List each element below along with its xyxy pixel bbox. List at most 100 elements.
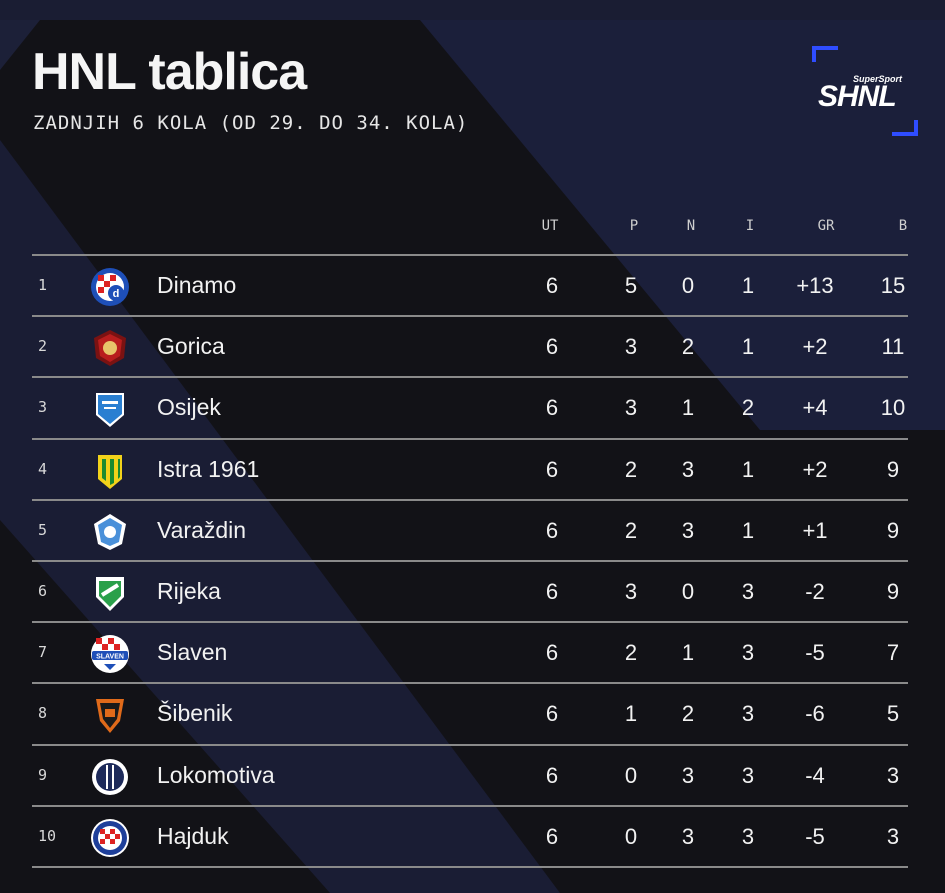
team-name: Slaven xyxy=(157,639,228,666)
table-divider xyxy=(32,376,908,379)
cell-p: 0 xyxy=(624,823,638,849)
column-header-n: N xyxy=(686,218,696,234)
cell-n: 0 xyxy=(681,579,695,604)
cell-i: 3 xyxy=(741,823,755,849)
cell-i: 1 xyxy=(741,456,755,482)
row-position: 7 xyxy=(38,643,48,662)
row-position: 8 xyxy=(38,704,48,723)
column-header-ut: UT xyxy=(541,218,559,234)
cell-gr: +1 xyxy=(802,517,828,543)
table-divider xyxy=(32,866,908,868)
lokomotiva-crest-icon xyxy=(90,757,130,797)
table-row: 7 SLAVEN Slaven 6 2 1 3 -5 7 xyxy=(0,622,945,683)
logo-bracket-bottom-right xyxy=(892,120,918,136)
cell-gr: -5 xyxy=(805,823,825,849)
cell-ut: 6 xyxy=(545,640,559,666)
cell-i: 3 xyxy=(741,579,755,604)
cell-i: 3 xyxy=(741,640,755,666)
cell-ut: 6 xyxy=(545,334,559,360)
gorica-crest-icon xyxy=(90,328,130,368)
istra-crest-icon xyxy=(90,451,130,491)
cell-b: 9 xyxy=(886,517,900,543)
column-header-i: I xyxy=(745,218,755,234)
logo-small-text: SuperSport xyxy=(852,74,902,84)
cell-i: 2 xyxy=(741,395,755,421)
table-divider xyxy=(32,498,908,501)
logo-bracket-top-left xyxy=(812,46,838,62)
cell-gr: +2 xyxy=(802,456,828,482)
table-divider xyxy=(32,437,908,440)
cell-n: 1 xyxy=(681,640,695,666)
cell-b: 9 xyxy=(886,456,900,482)
cell-ut: 6 xyxy=(545,395,559,421)
team-name: Rijeka xyxy=(157,578,221,604)
team-name: Osijek xyxy=(157,394,221,421)
sibenik-crest-icon xyxy=(90,695,130,735)
team-name: Hajduk xyxy=(157,822,229,849)
cell-ut: 6 xyxy=(545,517,559,543)
cell-n: 3 xyxy=(681,517,695,543)
cell-i: 1 xyxy=(741,517,755,543)
cell-i: 1 xyxy=(741,334,755,360)
cell-ut: 6 xyxy=(545,456,559,482)
table-row: 5 Varaždin 6 2 3 1 +1 9 xyxy=(0,500,945,561)
row-position: 2 xyxy=(38,337,48,356)
crest-label: SLAVEN xyxy=(96,654,124,661)
table-divider xyxy=(32,743,908,746)
row-position: 5 xyxy=(38,520,48,539)
cell-n: 3 xyxy=(681,823,695,849)
cell-gr: -5 xyxy=(805,640,825,666)
cell-p: 0 xyxy=(624,762,638,788)
logo-main-text: SHNL xyxy=(818,80,897,113)
hajduk-crest-icon xyxy=(90,818,130,858)
cell-ut: 6 xyxy=(545,823,559,849)
table-divider xyxy=(32,560,908,562)
table-row: 3 Osijek 6 3 1 2 +4 10 xyxy=(0,377,945,438)
cell-i: 1 xyxy=(741,273,755,298)
cell-ut: 6 xyxy=(545,701,559,727)
cell-p: 2 xyxy=(624,517,638,543)
cell-gr: -2 xyxy=(805,579,825,604)
column-header-b: B xyxy=(898,218,908,234)
table-row: 1 d Dinamo 6 5 0 1 +13 15 xyxy=(0,255,945,316)
cell-p: 3 xyxy=(624,395,638,421)
table-row: 4 Istra 1961 6 2 3 1 +2 9 xyxy=(0,439,945,500)
cell-ut: 6 xyxy=(545,579,559,604)
table-divider xyxy=(32,804,908,807)
cell-gr: -6 xyxy=(805,701,825,727)
team-name: Dinamo xyxy=(157,272,237,298)
row-position: 9 xyxy=(38,765,48,784)
cell-ut: 6 xyxy=(545,762,559,788)
column-header-gr: GR xyxy=(817,218,835,234)
team-name: Šibenik xyxy=(157,700,233,727)
cell-p: 2 xyxy=(624,456,638,482)
table-row: 9 Lokomotiva 6 0 3 3 -4 3 xyxy=(0,745,945,806)
table-row: 2 Gorica 6 3 2 1 +2 11 xyxy=(0,316,945,377)
cell-n: 3 xyxy=(681,456,695,482)
svg-text:d: d xyxy=(113,288,120,300)
cell-gr: +4 xyxy=(802,395,828,421)
row-position: 10 xyxy=(38,826,57,845)
cell-p: 3 xyxy=(624,334,638,360)
cell-gr: +2 xyxy=(802,334,828,360)
table-row: 8 Šibenik 6 1 2 3 -6 5 xyxy=(0,683,945,744)
cell-b: 9 xyxy=(886,579,900,604)
cell-n: 2 xyxy=(681,334,695,360)
cell-n: 1 xyxy=(681,395,695,421)
team-name: Lokomotiva xyxy=(157,761,275,788)
table-row: 10 Hajduk 6 0 3 3 -5 3 xyxy=(0,806,945,867)
cell-i: 3 xyxy=(741,762,755,788)
cell-b: 15 xyxy=(880,273,906,298)
cell-p: 3 xyxy=(624,579,638,604)
cell-p: 2 xyxy=(624,640,638,666)
cell-b: 5 xyxy=(886,701,900,727)
cell-n: 3 xyxy=(681,762,695,788)
row-position: 4 xyxy=(38,459,48,478)
page-title: HNL tablica xyxy=(32,43,307,101)
cell-b: 3 xyxy=(886,823,900,849)
slaven-crest-icon: SLAVEN xyxy=(90,634,130,674)
supersport-hnl-logo: SuperSport SHNL xyxy=(812,46,918,136)
cell-p: 5 xyxy=(624,273,638,298)
table-divider xyxy=(32,315,908,318)
rijeka-crest-icon xyxy=(90,573,130,613)
